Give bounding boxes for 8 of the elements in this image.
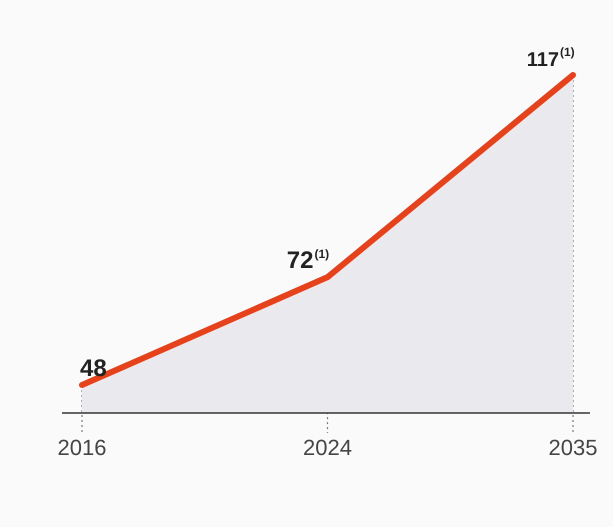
data-label: 48 bbox=[80, 355, 107, 382]
x-tick-label: 2035 bbox=[548, 435, 598, 460]
x-tick-label: 2024 bbox=[303, 435, 352, 460]
data-label: 117 bbox=[526, 49, 559, 71]
annotation: (1) bbox=[314, 247, 330, 262]
annotation: (1) bbox=[560, 45, 575, 59]
x-tick-label: 2016 bbox=[58, 435, 106, 460]
data-label: 72 bbox=[286, 247, 314, 274]
